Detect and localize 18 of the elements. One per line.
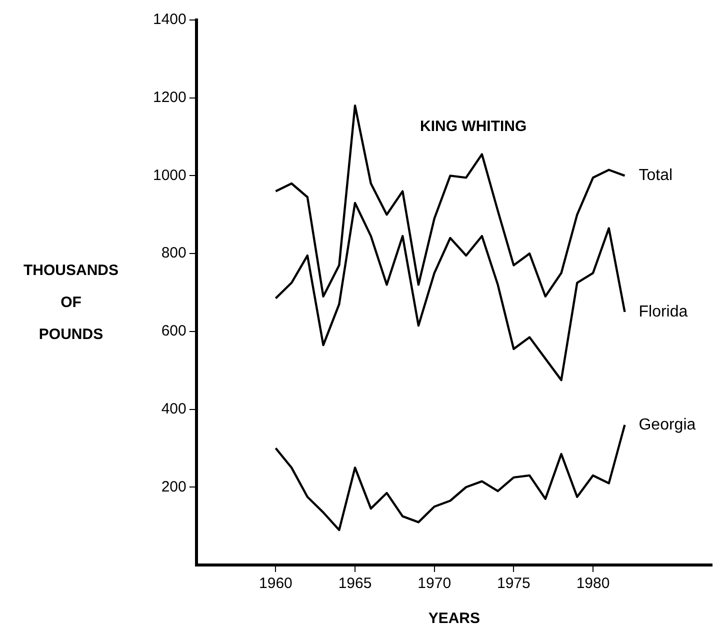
x-tick-label: 1980	[576, 575, 610, 592]
y-tick-label: 1200	[152, 89, 186, 106]
y-axis-title: THOUSANDS OF POUNDS	[22, 261, 120, 345]
series-label: Georgia	[638, 416, 696, 434]
y-tick-label: 1400	[152, 11, 186, 28]
y-tick-label: 400	[161, 400, 186, 418]
x-axis-title: YEARS	[428, 610, 480, 628]
series-label: Florida	[638, 303, 688, 320]
y-tick-label: 1000	[152, 166, 186, 184]
x-tick-label: 1960	[259, 575, 292, 592]
y-tick-label: 800	[161, 244, 186, 262]
x-tick-label: 1965	[338, 575, 372, 592]
series-label: Total	[638, 167, 673, 184]
x-tick-label: 1970	[418, 575, 452, 592]
y-tick-label: 600	[161, 322, 186, 340]
x-tick-label: 1975	[496, 575, 530, 592]
text: KING WHITING	[420, 118, 527, 135]
y-tick-label: 200	[161, 478, 186, 496]
